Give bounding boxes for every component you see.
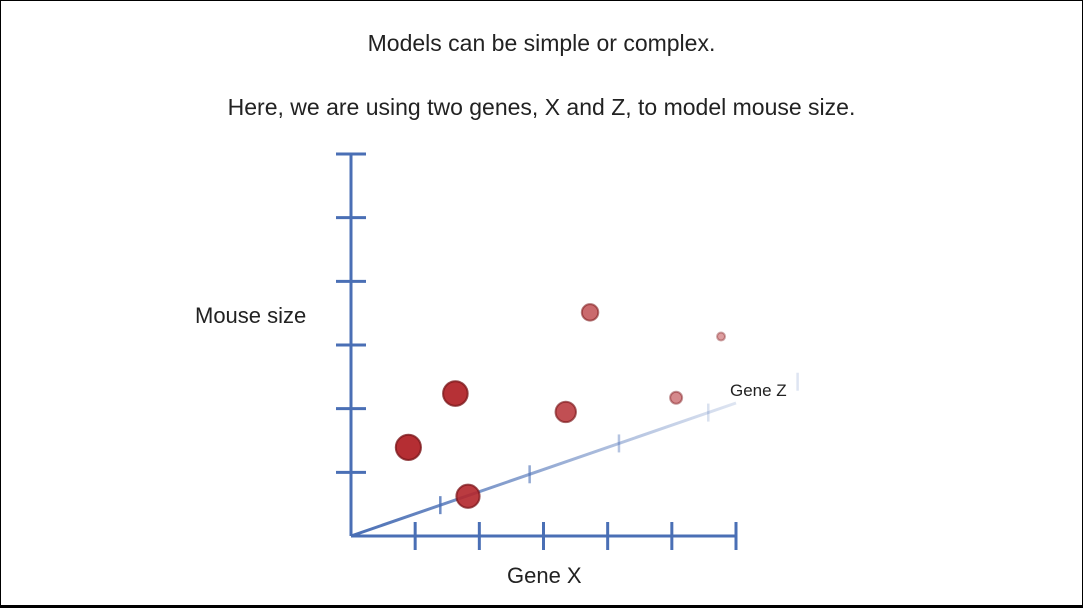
y-axis-label: Mouse size — [195, 303, 307, 328]
data-point — [580, 303, 600, 322]
data-point — [554, 400, 577, 424]
data-point — [716, 331, 727, 342]
z-axis-line — [350, 401, 737, 538]
slide-title: Models can be simple or complex. — [367, 30, 716, 56]
data-point — [442, 380, 469, 407]
z-axis-label: Gene Z — [730, 381, 787, 400]
data-point — [394, 433, 422, 461]
data-point — [455, 483, 481, 509]
data-point — [669, 390, 684, 405]
slide-subtitle: Here, we are using two genes, X and Z, t… — [227, 94, 856, 120]
x-axis-label: Gene X — [507, 563, 582, 588]
